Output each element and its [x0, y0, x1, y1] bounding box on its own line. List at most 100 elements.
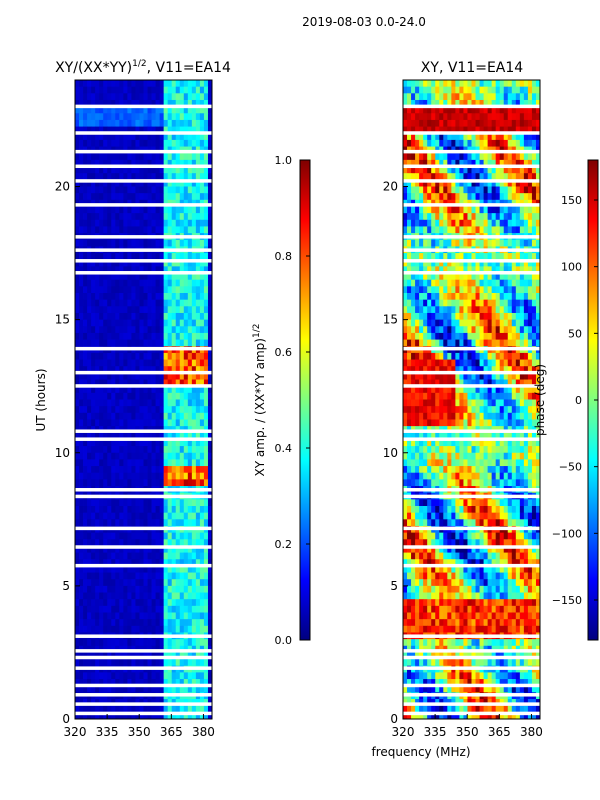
amplitude-heatmap-cell: [163, 532, 169, 540]
phase-heatmap-cell: [463, 379, 468, 387]
amplitude-heatmap-cell: [151, 86, 156, 94]
amplitude-heatmap-cell: [103, 392, 108, 400]
phase-heatmap-cell: [447, 326, 452, 334]
amplitude-heatmap-cell: [99, 372, 104, 380]
amplitude-heatmap-cell: [83, 386, 88, 394]
amplitude-heatmap-cell: [147, 446, 152, 454]
phase-heatmap-cell: [503, 253, 509, 261]
amplitude-heatmap-cell: [147, 106, 152, 114]
phase-heatmap-cell: [491, 392, 497, 400]
amplitude-heatmap-cell: [199, 326, 205, 334]
amplitude-heatmap-cell: [87, 439, 92, 447]
phase-heatmap-cell: [447, 126, 452, 134]
phase-heatmap-cell: [403, 339, 408, 347]
amplitude-heatmap-cell: [107, 599, 112, 607]
phase-heatmap-cell: [483, 119, 489, 127]
amplitude-heatmap-cell: [163, 332, 169, 340]
amplitude-heatmap-cell: [163, 113, 169, 121]
phase-heatmap-cell: [455, 80, 460, 88]
amplitude-heatmap-cell: [87, 259, 92, 267]
phase-heatmap-cell: [443, 306, 448, 314]
amplitude-heatmap-cell: [203, 372, 209, 380]
amplitude-heatmap-cell: [203, 93, 209, 101]
phase-heatmap-cell: [463, 186, 468, 194]
phase-heatmap-cell: [431, 86, 436, 94]
phase-heatmap-cell: [443, 106, 448, 114]
amplitude-heatmap-cell: [135, 672, 140, 680]
phase-heatmap-cell: [459, 113, 464, 121]
phase-heatmap-cell: [499, 99, 505, 108]
amplitude-heatmap-cell: [119, 253, 124, 261]
amplitude-heatmap-cell: [167, 80, 173, 88]
phase-heatmap-cell: [519, 306, 525, 314]
amplitude-heatmap-cell: [75, 572, 80, 580]
phase-heatmap-cell: [531, 133, 537, 141]
amplitude-heatmap-cell: [207, 392, 213, 400]
phase-heatmap-cell: [515, 126, 521, 134]
amplitude-heatmap-cell: [107, 439, 112, 447]
amplitude-heatmap-cell: [159, 452, 165, 460]
amplitude-heatmap-cell: [195, 432, 201, 440]
phase-heatmap-cell: [419, 166, 424, 174]
amplitude-heatmap-cell: [91, 392, 96, 400]
amplitude-heatmap-cell: [79, 266, 84, 274]
amplitude-heatmap-cell: [187, 113, 193, 121]
phase-heatmap-cell: [435, 239, 440, 247]
phase-heatmap-cell: [415, 226, 420, 234]
amplitude-heatmap-cell: [75, 599, 80, 607]
phase-heatmap-cell: [415, 80, 420, 88]
phase-heatmap-cell: [495, 359, 501, 367]
amplitude-heatmap-cell: [95, 80, 100, 88]
amplitude-heatmap-cell: [119, 572, 124, 580]
amplitude-heatmap-cell: [175, 712, 181, 720]
phase-heatmap-cell: [495, 273, 501, 281]
amplitude-heatmap-cell: [127, 126, 132, 134]
amplitude-heatmap-cell: [179, 679, 185, 687]
amplitude-heatmap-cell: [127, 419, 132, 427]
amplitude-heatmap-cell: [167, 406, 173, 414]
phase-heatmap-cell: [419, 312, 424, 321]
phase-heatmap-cell: [535, 106, 541, 114]
amplitude-heatmap-cell: [127, 372, 132, 380]
phase-heatmap-cell: [515, 106, 521, 114]
amplitude-heatmap-cell: [95, 332, 100, 340]
phase-heatmap-cell: [531, 126, 537, 134]
amplitude-heatmap-cell: [103, 386, 108, 394]
phase-heatmap-cell: [467, 226, 472, 234]
phase-heatmap-cell: [403, 352, 408, 360]
phase-heatmap-cell: [499, 119, 505, 127]
phase-heatmap-cell: [455, 266, 460, 274]
phase-heatmap-cell: [443, 392, 448, 400]
amplitude-heatmap-cell: [107, 539, 112, 547]
amplitude-heatmap-cell: [127, 159, 132, 167]
amplitude-heatmap-cell: [203, 572, 209, 580]
phase-heatmap-cell: [451, 86, 456, 94]
phase-heatmap-cell: [435, 226, 440, 234]
amplitude-heatmap-cell: [79, 446, 84, 454]
phase-heatmap-cell: [515, 226, 521, 234]
phase-heatmap-cell: [507, 332, 513, 340]
phase-heatmap-cell: [403, 193, 408, 201]
phase-heatmap-cell: [415, 273, 420, 281]
amplitude-heatmap-cell: [183, 286, 189, 294]
phase-heatmap-cell: [455, 352, 460, 360]
amplitude-heatmap-cell: [95, 659, 100, 667]
amplitude-heatmap-cell: [139, 299, 144, 307]
amplitude-heatmap-cell: [103, 592, 108, 600]
phase-heatmap-cell: [411, 319, 416, 327]
amplitude-heatmap-cell: [123, 712, 128, 720]
amplitude-heatmap-cell: [99, 499, 104, 507]
phase-heatmap-cell: [523, 372, 529, 380]
amplitude-heatmap-cell: [171, 565, 177, 573]
amplitude-heatmap-cell: [183, 619, 189, 627]
amplitude-heatmap-cell: [103, 219, 108, 227]
amplitude-heatmap-cell: [179, 86, 185, 94]
phase-heatmap-cell: [439, 279, 444, 287]
amplitude-heatmap-cell: [79, 712, 84, 720]
phase-heatmap-cell: [443, 119, 448, 127]
phase-heatmap-cell: [487, 366, 493, 374]
phase-heatmap-cell: [479, 392, 484, 400]
amplitude-heatmap-cell: [163, 705, 169, 713]
phase-heatmap-cell: [479, 166, 484, 174]
amplitude-heatmap-cell: [131, 545, 136, 553]
